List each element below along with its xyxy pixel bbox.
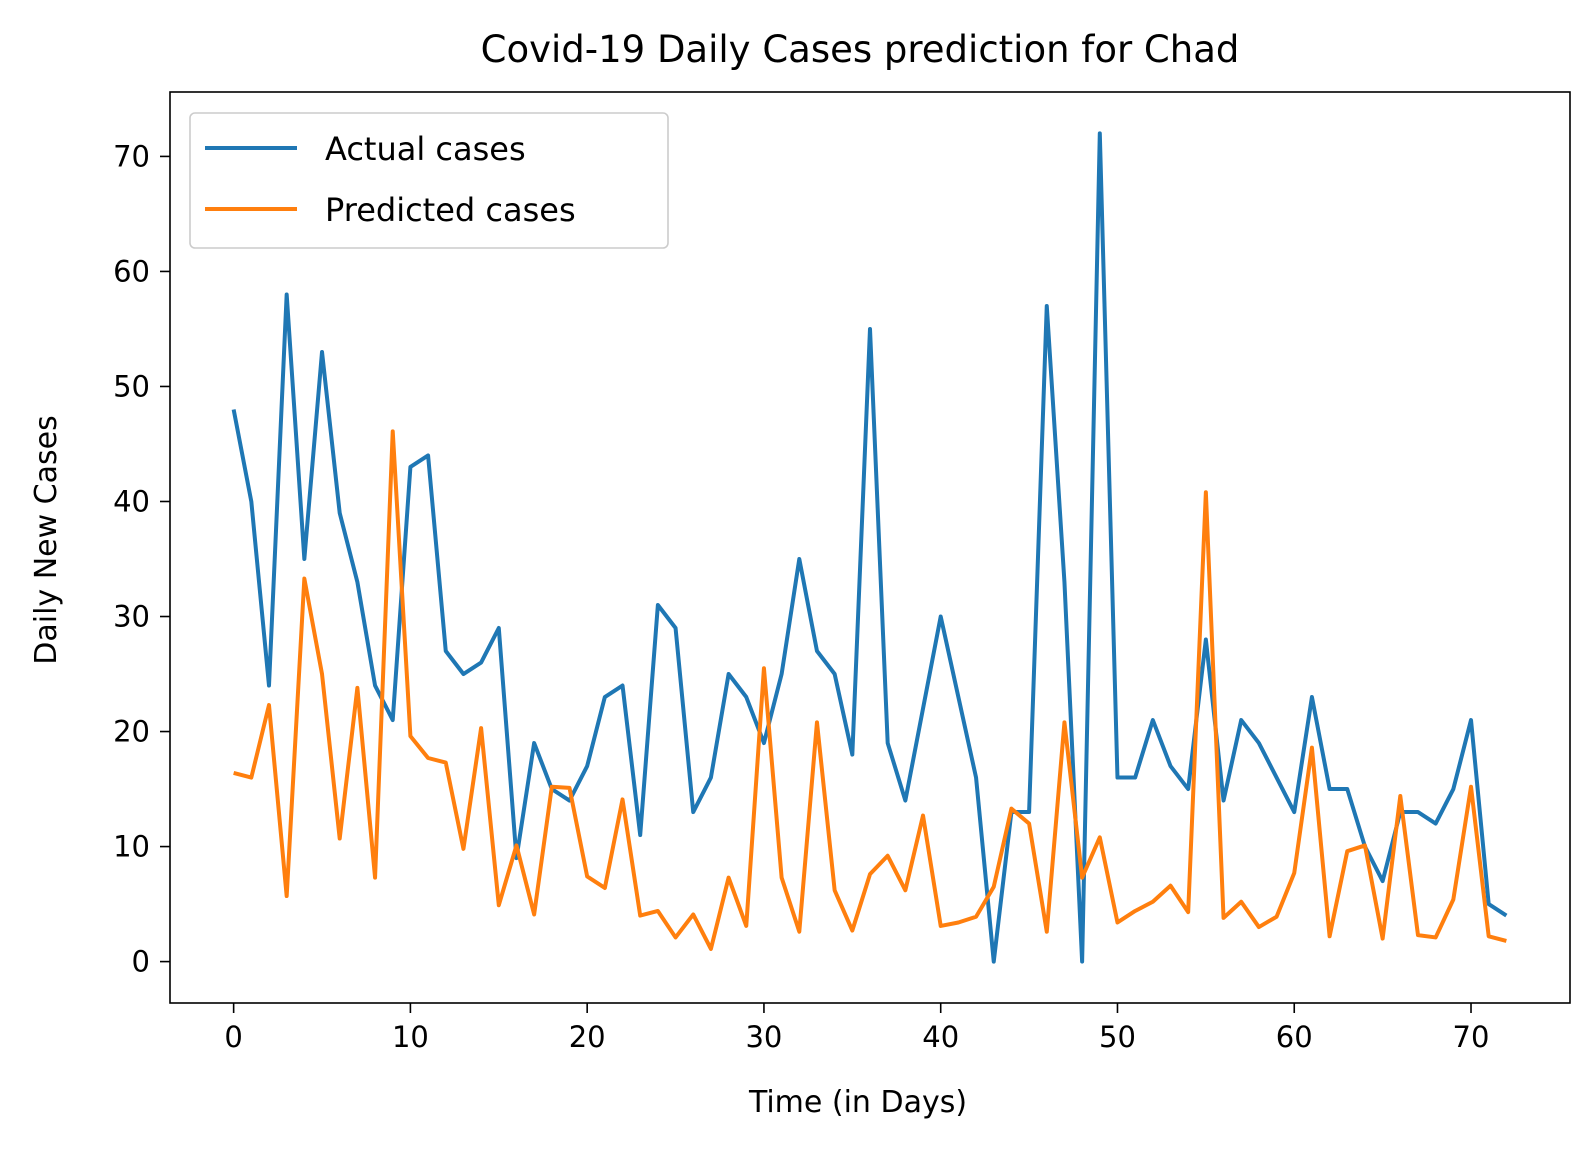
- y-tick-label: 70: [113, 139, 150, 173]
- x-tick-label: 40: [922, 1020, 959, 1054]
- x-tick-label: 60: [1276, 1020, 1313, 1054]
- y-axis: 0 10 20 30 40 50 60 70: [113, 139, 170, 979]
- y-tick-label: 60: [113, 254, 150, 288]
- chart-title: Covid-19 Daily Cases prediction for Chad: [481, 28, 1240, 71]
- x-tick-label: 10: [392, 1020, 429, 1054]
- x-tick-label: 70: [1453, 1020, 1490, 1054]
- y-tick-label: 30: [113, 600, 150, 634]
- series-line-predicted-cases: [233, 429, 1507, 951]
- series-line-actual-cases: [231, 131, 1508, 964]
- y-tick-label: 10: [113, 830, 150, 864]
- y-tick-label: 50: [113, 369, 150, 403]
- legend-box: [189, 112, 669, 249]
- x-tick-label: 30: [745, 1020, 782, 1054]
- x-tick-label: 0: [224, 1020, 242, 1054]
- x-tick-label: 50: [1099, 1020, 1136, 1054]
- plot-area: [169, 91, 1571, 1004]
- y-axis-label: Daily New Cases: [29, 415, 64, 664]
- legend-label-predicted-cases: Predicted cases: [325, 191, 576, 229]
- legend: Actual cases Predicted cases: [189, 112, 669, 249]
- y-tick-label: 40: [113, 484, 150, 518]
- x-axis: 0 10 20 30 40 50 60 70: [224, 1003, 1489, 1054]
- x-tick-label: 20: [569, 1020, 606, 1054]
- y-tick-label: 0: [132, 945, 150, 979]
- y-tick-label: 20: [113, 715, 150, 749]
- x-axis-label: Time (in Days): [748, 1085, 967, 1120]
- legend-label-actual-cases: Actual cases: [325, 130, 526, 168]
- series-layer: [231, 131, 1508, 964]
